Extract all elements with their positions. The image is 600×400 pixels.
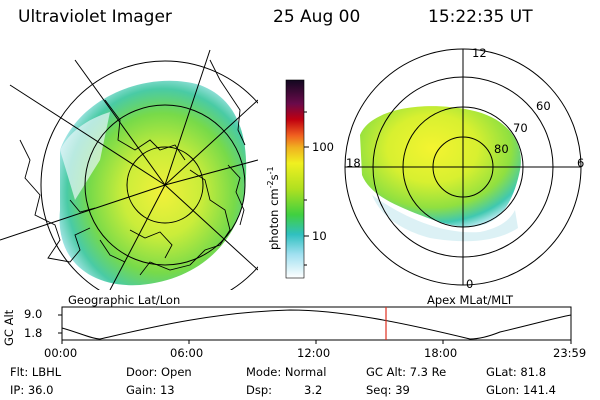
status-flt: Flt: LBHL (10, 365, 62, 379)
mlt-label-6: 6 (577, 156, 585, 170)
altitude-curve (61, 309, 572, 340)
status-dsp-value: 3.2 (304, 383, 323, 397)
time-tick-2359: 23:59 (553, 346, 587, 360)
status-glat: GLat: 81.8 (486, 365, 547, 379)
alt-ylabel: GC Alt (2, 309, 16, 346)
geographic-map (0, 49, 258, 290)
mlt-label-12: 12 (472, 46, 487, 60)
geo-caption: Geographic Lat/Lon (68, 293, 181, 307)
altitude-plot (58, 306, 572, 344)
date-label: 25 Aug 00 (273, 7, 361, 27)
status-seq: Seq: 39 (366, 383, 410, 397)
lat-label-70: 70 (513, 121, 528, 135)
status-glon: GLon: 141.4 (486, 383, 556, 397)
time-tick-0000: 00:00 (44, 346, 78, 360)
colorbar-unit: photon cm-2s-1 (266, 166, 281, 250)
time-label: 15:22:35 UT (428, 7, 533, 27)
color-scale-bar (285, 79, 305, 279)
time-tick-0600: 06:00 (170, 346, 204, 360)
alt-ymin: 1.8 (24, 326, 43, 340)
time-tick-1200: 12:00 (297, 346, 331, 360)
status-mode: Mode: Normal (246, 365, 327, 379)
mlt-label-18: 18 (346, 156, 361, 170)
aurora-image-geo (59, 80, 247, 286)
colorbar-tick-10: 10 (312, 229, 327, 243)
status-door: Door: Open (126, 365, 192, 379)
status-gain: Gain: 13 (126, 383, 175, 397)
alt-ymax: 9.0 (24, 307, 43, 321)
mlt-label-0: 0 (466, 277, 474, 291)
lat-label-60: 60 (536, 99, 551, 113)
polar-caption: Apex MLat/MLT (427, 293, 514, 307)
instrument-title: Ultraviolet Imager (18, 7, 172, 27)
status-gc-alt: GC Alt: 7.3 Re (366, 365, 447, 379)
status-ip: IP: 36.0 (10, 383, 54, 397)
colorbar-tick-100: 100 (312, 140, 334, 154)
polar-plot (344, 48, 582, 286)
lat-label-80: 80 (494, 142, 509, 156)
status-dsp-label: Dsp: (246, 383, 273, 397)
time-tick-1800: 18:00 (424, 346, 458, 360)
